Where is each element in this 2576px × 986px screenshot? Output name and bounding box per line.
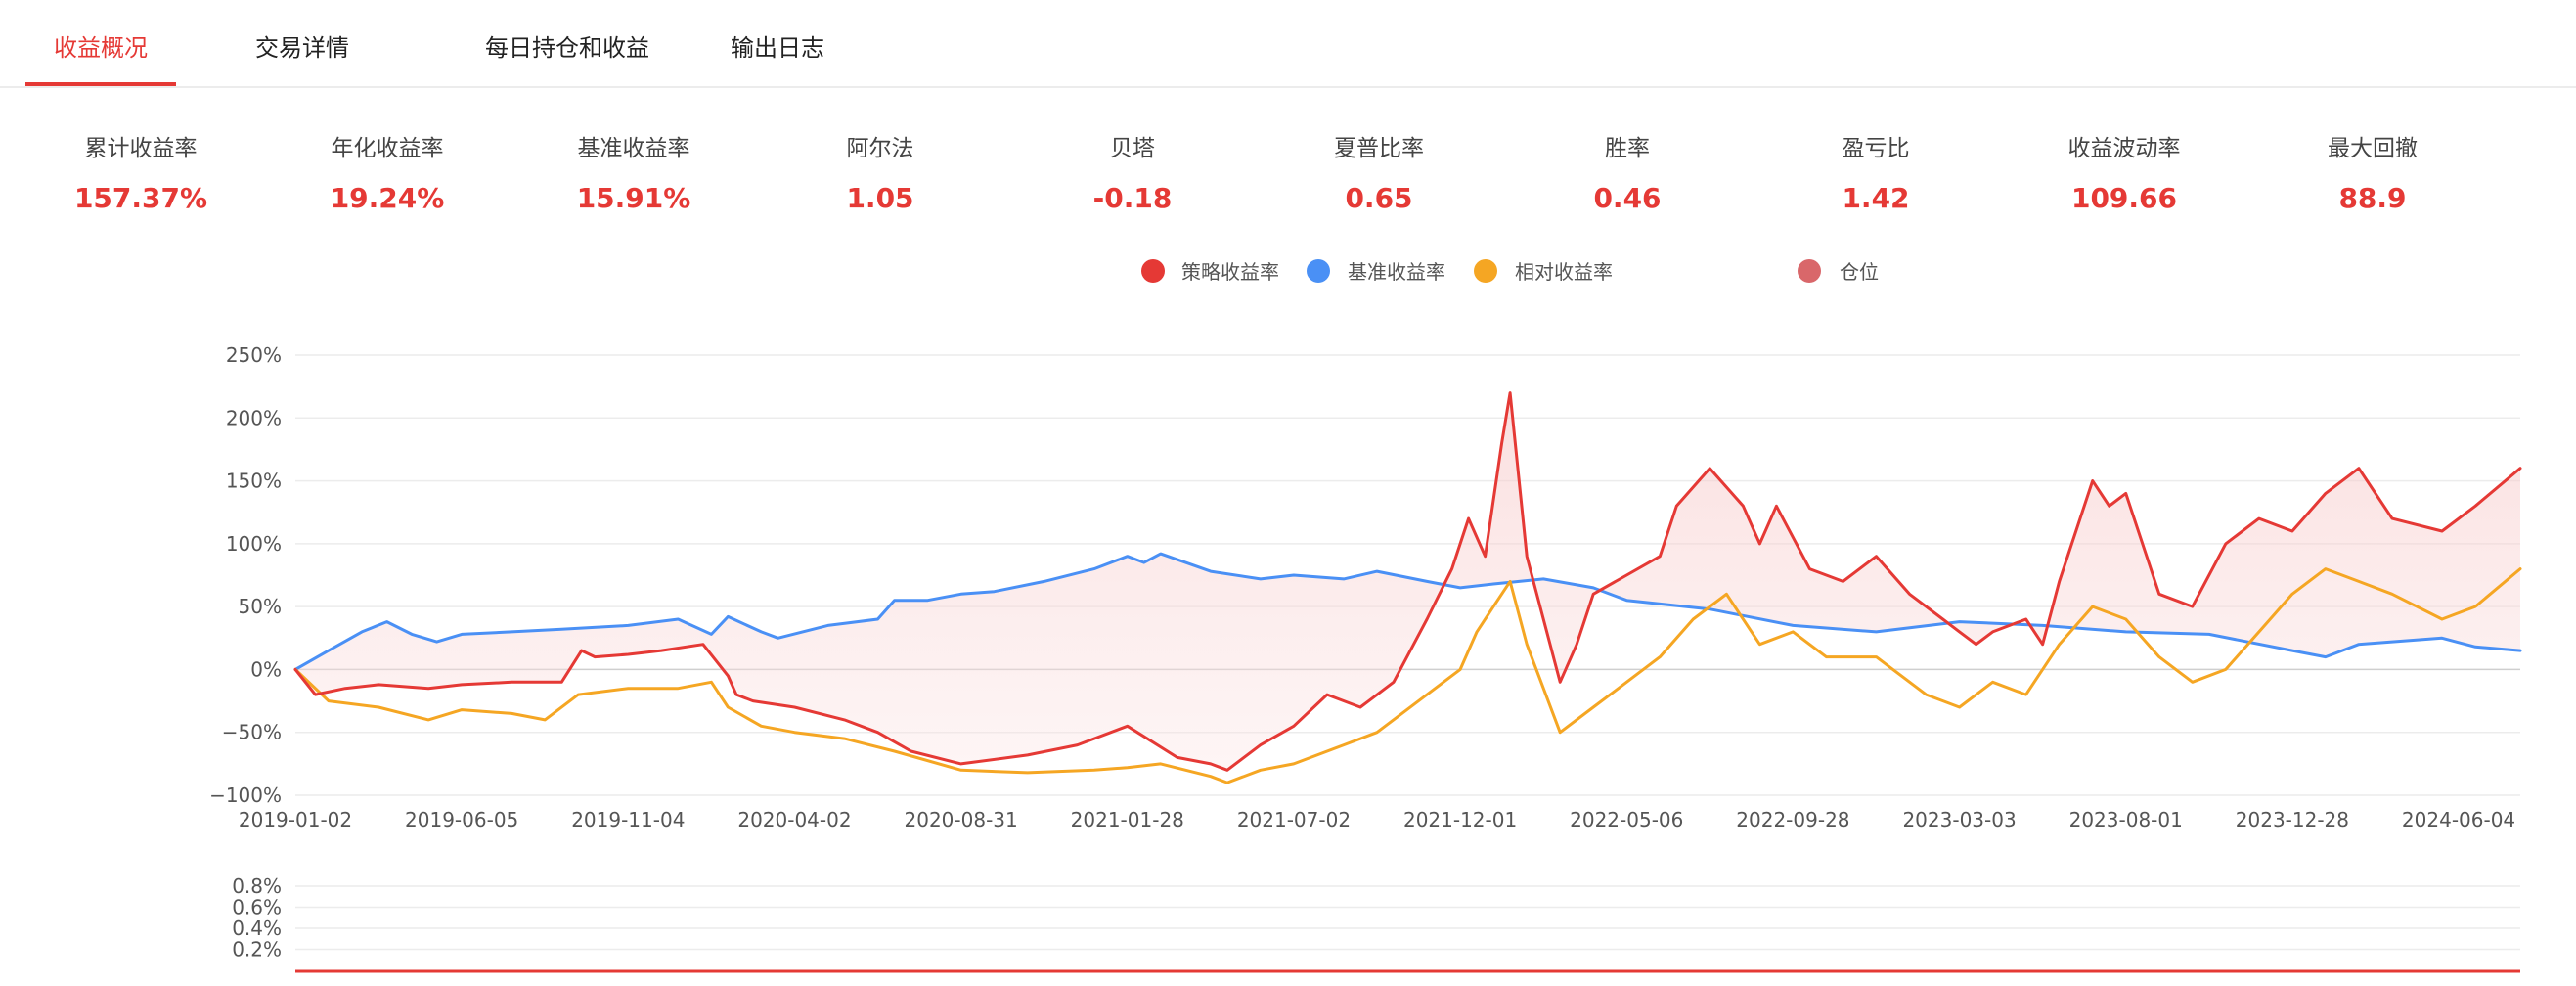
tab-bar: 收益概况 交易详情 每日持仓和收益 输出日志	[0, 0, 2576, 88]
benchmark-line	[293, 552, 2522, 671]
stat-value: 1.05	[846, 182, 914, 214]
y-tick-label: 200%	[226, 406, 282, 429]
tab-trade-details[interactable]: 交易详情	[255, 34, 349, 62]
legend-item-strategy[interactable]: 策略收益率	[1141, 259, 1279, 284]
stat-value: 0.65	[1345, 182, 1413, 214]
stat-win-rate: 胜率 0.46	[1530, 132, 1725, 216]
legend-item-position[interactable]: 仓位	[1798, 259, 1879, 284]
x-tick-label: 2023-08-01	[2069, 808, 2183, 831]
y-tick-label: 0.8%	[232, 874, 282, 898]
stat-label: 贝塔	[1110, 136, 1155, 161]
legend-label: 基准收益率	[1348, 260, 1445, 284]
main-gridlines	[295, 354, 2520, 796]
stat-label: 收益波动率	[2067, 136, 2181, 161]
stat-alpha: 阿尔法 1.05	[782, 132, 978, 216]
stat-cumulative-return: 累计收益率 157.37%	[43, 132, 239, 216]
legend-label: 仓位	[1840, 260, 1879, 284]
y-tick-label: 50%	[239, 595, 282, 618]
stat-beta: 贝塔 -0.18	[1035, 132, 1230, 216]
x-tick-label: 2022-09-28	[1736, 808, 1849, 831]
y-tick-label: −50%	[222, 721, 282, 744]
stat-value: 0.46	[1593, 182, 1662, 214]
stat-value: 1.42	[1842, 182, 1910, 214]
legend-item-relative[interactable]: 相对收益率	[1474, 259, 1613, 284]
stat-label: 基准收益率	[577, 136, 690, 161]
x-tick-label: 2019-11-04	[571, 808, 685, 831]
stat-benchmark-return: 基准收益率 15.91%	[536, 132, 732, 216]
y-tick-label: 250%	[226, 343, 282, 367]
legend-label: 策略收益率	[1181, 260, 1279, 284]
x-tick-label: 2024-06-04	[2402, 808, 2515, 831]
x-tick-label: 2021-07-02	[1237, 808, 1351, 831]
y-tick-label: 100%	[226, 532, 282, 556]
stat-sharpe-ratio: 夏普比率 0.65	[1281, 132, 1477, 216]
y-tick-label: 0.2%	[232, 938, 282, 962]
x-tick-label: 2020-04-02	[737, 808, 851, 831]
stat-return-volatility: 收益波动率 109.66	[2026, 132, 2222, 216]
stat-value: 19.24%	[330, 182, 445, 214]
stat-label: 盈亏比	[1842, 136, 1910, 161]
stat-value: 157.37%	[73, 182, 208, 214]
stat-label: 夏普比率	[1334, 136, 1424, 161]
relative-line	[293, 567, 2522, 784]
active-tab-indicator	[25, 82, 176, 86]
legend-marker	[1798, 259, 1821, 283]
stat-value: 88.9	[2338, 182, 2407, 214]
main-x-axis: 2019-01-02 2019-06-05 2019-11-04 2020-04-02…	[239, 808, 2515, 831]
legend-marker	[1141, 259, 1165, 283]
y-tick-label: 150%	[226, 470, 282, 493]
legend-marker	[1474, 259, 1497, 283]
x-tick-label: 2020-08-31	[905, 808, 1018, 831]
main-plot-series	[293, 391, 2522, 784]
stat-annualized-return: 年化收益率 19.24%	[289, 132, 485, 216]
stat-label: 最大回撤	[2328, 136, 2418, 161]
stat-profit-loss-ratio: 盈亏比 1.42	[1778, 132, 1974, 216]
main-y-axis: 250% 200% 150% 100% 50% 0% −50% −100%	[209, 343, 282, 807]
x-tick-label: 2021-12-01	[1403, 808, 1517, 831]
stat-value: -0.18	[1092, 182, 1173, 214]
chart-legend: 策略收益率 基准收益率 相对收益率 仓位	[1141, 259, 1879, 284]
stat-value: 109.66	[2070, 182, 2178, 214]
y-tick-label: 0.6%	[232, 896, 282, 919]
strategy-benchmark-band	[295, 394, 2520, 771]
x-tick-label: 2019-01-02	[239, 808, 352, 831]
y-tick-label: 0.4%	[232, 917, 282, 940]
legend-item-benchmark[interactable]: 基准收益率	[1307, 259, 1445, 284]
strategy-line	[293, 391, 2522, 772]
x-tick-label: 2023-03-03	[1902, 808, 2016, 831]
x-tick-label: 2023-12-28	[2236, 808, 2349, 831]
tab-return-overview[interactable]: 收益概况	[54, 34, 148, 62]
stat-label: 年化收益率	[331, 136, 444, 161]
tab-output-log[interactable]: 输出日志	[731, 34, 824, 62]
y-tick-label: 0%	[250, 657, 282, 681]
legend-label: 相对收益率	[1515, 260, 1613, 284]
stat-label: 阿尔法	[846, 136, 914, 161]
stat-label: 胜率	[1605, 136, 1650, 161]
x-tick-label: 2022-05-06	[1570, 808, 1683, 831]
stat-label: 累计收益率	[84, 136, 198, 161]
position-y-axis: 0.8%0.6%0.4%0.2%	[232, 874, 282, 962]
x-tick-label: 2021-01-28	[1071, 808, 1184, 831]
stat-max-drawdown: 最大回撤 88.9	[2275, 132, 2470, 216]
legend-marker	[1307, 259, 1330, 283]
x-tick-label: 2019-06-05	[405, 808, 518, 831]
tab-daily-holdings[interactable]: 每日持仓和收益	[485, 34, 649, 62]
y-tick-label: −100%	[209, 784, 282, 807]
stat-value: 15.91%	[576, 182, 691, 214]
position-gridlines	[295, 885, 2520, 951]
